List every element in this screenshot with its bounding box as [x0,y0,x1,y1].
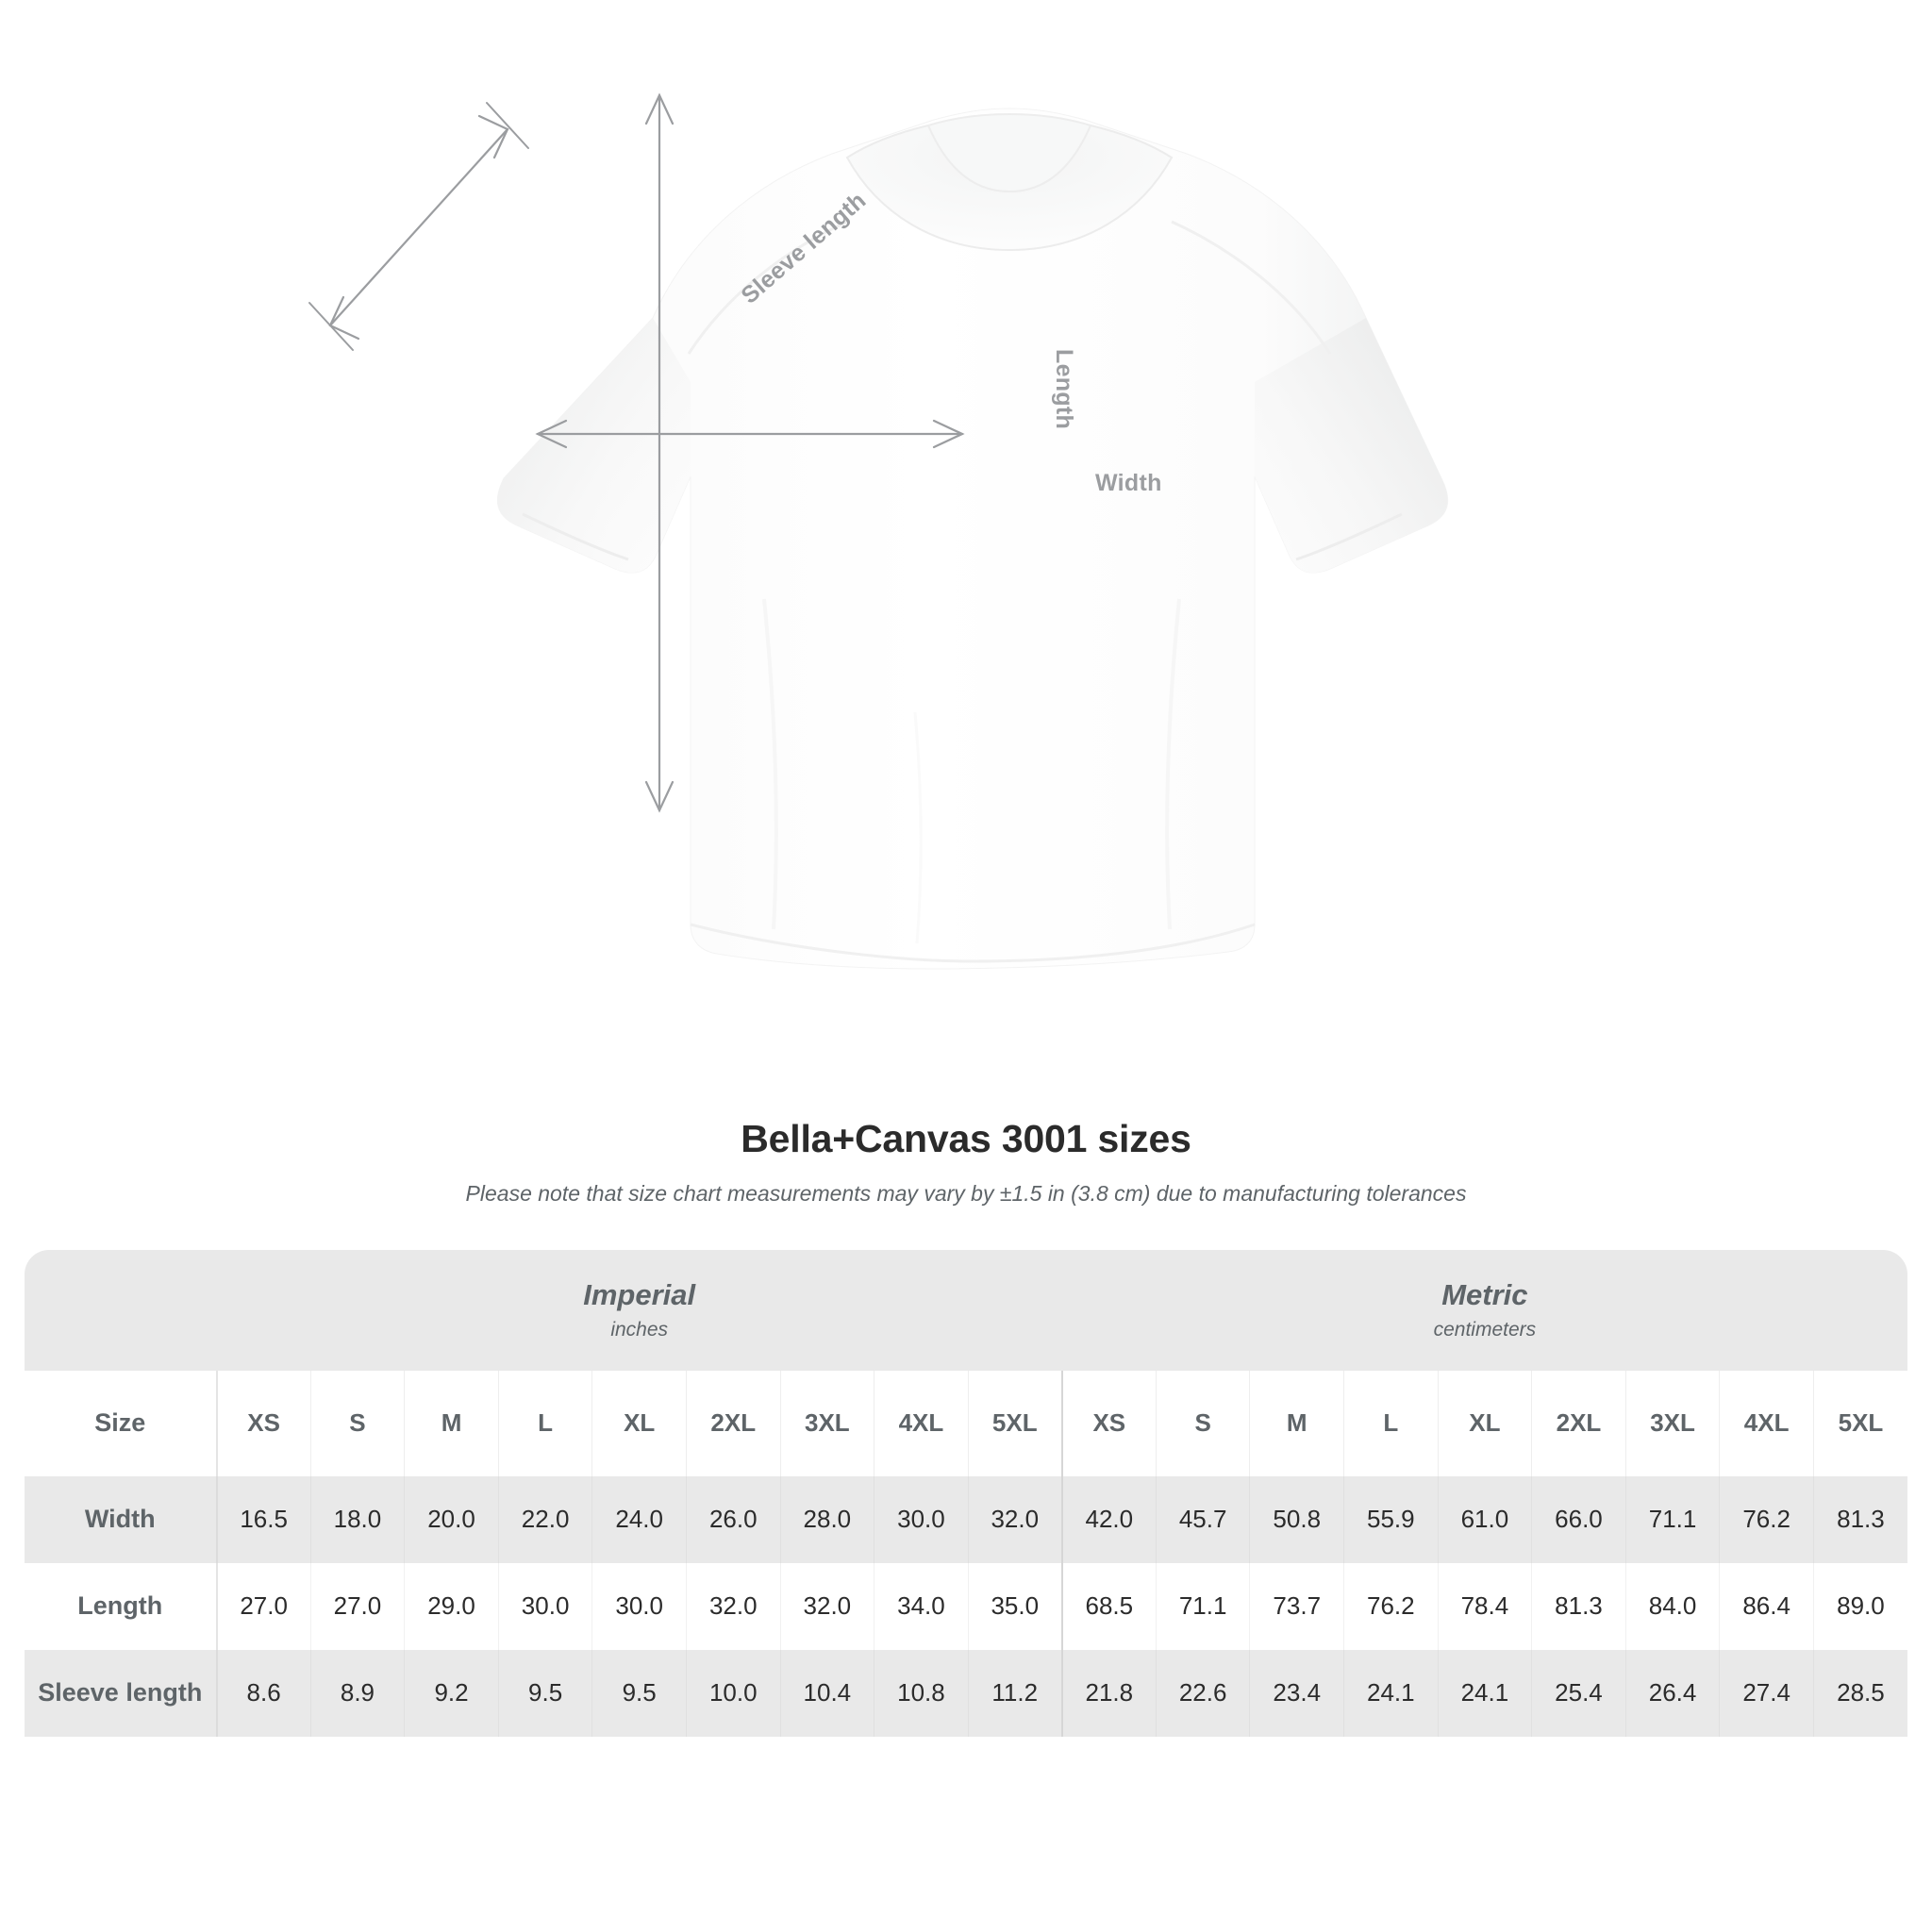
unit-group-imperial: Imperial inches [216,1249,1062,1371]
cell-sleeve-length-imperial-2xl: 10.0 [686,1649,781,1737]
cell-sleeve-length-metric-l: 24.1 [1343,1649,1439,1737]
column-header-metric-s: S [1156,1370,1251,1476]
cell-width-imperial-5xl: 32.0 [968,1475,1063,1563]
column-header-metric-xs: XS [1061,1370,1157,1476]
cell-length-metric-s: 71.1 [1156,1562,1251,1650]
column-header-imperial-3xl: 3XL [780,1370,875,1476]
cell-width-metric-xl: 61.0 [1438,1475,1533,1563]
cell-length-metric-3xl: 84.0 [1625,1562,1721,1650]
cell-sleeve-length-metric-3xl: 26.4 [1625,1649,1721,1737]
cell-width-imperial-s: 18.0 [310,1475,406,1563]
cell-sleeve-length-metric-2xl: 25.4 [1531,1649,1626,1737]
unit-group-metric-name: Metric [1441,1278,1528,1312]
table-row: Width 16.5 18.0 20.0 22.0 24.0 26.0 28.0 30.0 32.… [25,1475,1907,1563]
cell-sleeve-length-imperial-l: 9.5 [498,1649,593,1737]
cell-length-metric-5xl: 89.0 [1813,1562,1907,1650]
row-label-length: Length [25,1562,218,1650]
cell-width-metric-4xl: 76.2 [1719,1475,1814,1563]
cell-sleeve-length-metric-xl: 24.1 [1438,1649,1533,1737]
column-header-size: Size [25,1370,218,1476]
cell-sleeve-length-metric-m: 23.4 [1249,1649,1345,1737]
cell-length-metric-l: 76.2 [1343,1562,1439,1650]
row-label-width: Width [25,1475,218,1563]
column-header-metric-m: M [1249,1370,1345,1476]
cell-sleeve-length-imperial-m: 9.2 [404,1649,499,1737]
cell-sleeve-length-imperial-5xl: 11.2 [968,1649,1063,1737]
cell-width-imperial-3xl: 28.0 [780,1475,875,1563]
column-header-imperial-2xl: 2XL [686,1370,781,1476]
table-header-row: Size XS S M L XL 2XL 3XL 4XL 5XL XS S M L XL 2XL 3XL 4XL 5… [25,1370,1907,1476]
cell-sleeve-length-metric-4xl: 27.4 [1719,1649,1814,1737]
cell-length-metric-m: 73.7 [1249,1562,1345,1650]
cell-length-imperial-5xl: 35.0 [968,1562,1063,1650]
unit-group-row: Imperial inches Metric centimeters [25,1249,1907,1371]
cell-width-imperial-l: 22.0 [498,1475,593,1563]
page-title: Bella+Canvas 3001 sizes [741,1117,1191,1160]
cell-sleeve-length-metric-5xl: 28.5 [1813,1649,1907,1737]
column-header-imperial-5xl: 5XL [968,1370,1063,1476]
unit-group-metric: Metric centimeters [1061,1249,1907,1371]
cell-width-metric-3xl: 71.1 [1625,1475,1721,1563]
column-header-metric-2xl: 2XL [1531,1370,1626,1476]
column-header-metric-4xl: 4XL [1719,1370,1814,1476]
cell-sleeve-length-metric-s: 22.6 [1156,1649,1251,1737]
cell-length-imperial-s: 27.0 [310,1562,406,1650]
cell-width-metric-5xl: 81.3 [1813,1475,1907,1563]
cell-sleeve-length-imperial-xs: 8.6 [216,1649,311,1737]
size-table-container: Imperial inches Metric centimeters Size X… [25,1249,1907,1737]
cell-length-imperial-4xl: 34.0 [874,1562,969,1650]
table-row: Length 27.0 27.0 29.0 30.0 30.0 32.0 32.0 34.0 35… [25,1562,1907,1650]
column-header-imperial-l: L [498,1370,593,1476]
column-header-metric-5xl: 5XL [1813,1370,1907,1476]
size-chart-table: Imperial inches Metric centimeters Size X… [25,1249,1907,1737]
column-header-imperial-m: M [404,1370,499,1476]
cell-length-metric-xl: 78.4 [1438,1562,1533,1650]
unit-group-metric-sub: centimeters [1433,1318,1537,1341]
cell-sleeve-length-imperial-4xl: 10.8 [874,1649,969,1737]
product-diagram-area: Sleeve length Length Width [308,71,1519,1047]
cell-length-imperial-xl: 30.0 [591,1562,687,1650]
cell-width-metric-m: 50.8 [1249,1475,1345,1563]
column-header-metric-l: L [1343,1370,1439,1476]
column-header-metric-xl: XL [1438,1370,1533,1476]
tshirt-illustration: Sleeve length Length Width [308,71,1519,1047]
cell-width-metric-l: 55.9 [1343,1475,1439,1563]
row-label-sleeve-length: Sleeve length [25,1649,218,1737]
cell-width-metric-2xl: 66.0 [1531,1475,1626,1563]
cell-length-metric-2xl: 81.3 [1531,1562,1626,1650]
tshirt-icon [496,108,1449,970]
column-header-imperial-xl: XL [591,1370,687,1476]
cell-sleeve-length-metric-xs: 21.8 [1061,1649,1157,1737]
unit-group-imperial-sub: inches [610,1318,669,1341]
sleeve-arrowhead-start [328,295,360,341]
cell-width-metric-s: 45.7 [1156,1475,1251,1563]
cell-length-imperial-xs: 27.0 [216,1562,311,1650]
table-row: Sleeve length 8.6 8.9 9.2 9.5 9.5 10.0 10.4 10.8… [25,1649,1907,1737]
cell-sleeve-length-imperial-3xl: 10.4 [780,1649,875,1737]
cell-length-imperial-3xl: 32.0 [780,1562,875,1650]
cell-length-metric-xs: 68.5 [1061,1562,1157,1650]
cell-width-imperial-2xl: 26.0 [686,1475,781,1563]
cell-width-imperial-xs: 16.5 [216,1475,311,1563]
cell-sleeve-length-imperial-s: 8.9 [310,1649,406,1737]
cell-length-metric-4xl: 86.4 [1719,1562,1814,1650]
cell-width-imperial-m: 20.0 [404,1475,499,1563]
unit-group-imperial-name: Imperial [583,1278,696,1312]
cell-length-imperial-m: 29.0 [404,1562,499,1650]
column-header-imperial-xs: XS [216,1370,311,1476]
column-header-imperial-s: S [310,1370,406,1476]
tolerance-note: Please note that size chart measurements… [465,1181,1467,1207]
cell-width-metric-xs: 42.0 [1061,1475,1157,1563]
cell-length-imperial-l: 30.0 [498,1562,593,1650]
cell-width-imperial-4xl: 30.0 [874,1475,969,1563]
column-header-imperial-4xl: 4XL [874,1370,969,1476]
column-header-metric-3xl: 3XL [1625,1370,1721,1476]
chart-heading: Bella+Canvas 3001 sizes Please note that… [0,1117,1932,1208]
cell-length-imperial-2xl: 32.0 [686,1562,781,1650]
unit-band-spacer [25,1249,217,1371]
cell-width-imperial-xl: 24.0 [591,1475,687,1563]
cell-sleeve-length-imperial-xl: 9.5 [591,1649,687,1737]
